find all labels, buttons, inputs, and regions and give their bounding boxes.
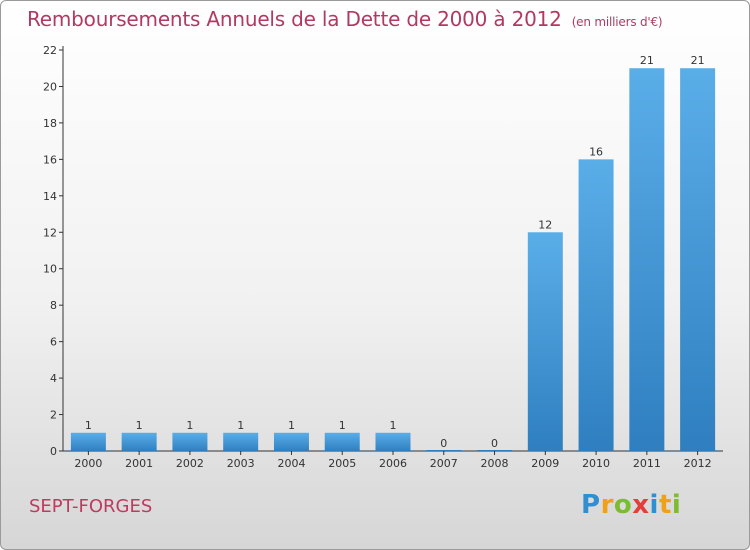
- bar-value-label: 1: [85, 419, 92, 432]
- x-tick-label: 2006: [379, 457, 407, 470]
- x-tick-label: 2004: [277, 457, 305, 470]
- y-tick-label: 0: [50, 445, 57, 458]
- x-tick-label: 2003: [227, 457, 255, 470]
- bar: [324, 432, 360, 451]
- x-tick-label: 2000: [74, 457, 102, 470]
- x-tick-label: 2007: [430, 457, 458, 470]
- bar: [273, 432, 309, 451]
- bar: [172, 432, 208, 451]
- bar: [578, 159, 614, 451]
- x-tick-label: 2002: [176, 457, 204, 470]
- bar-value-label: 1: [186, 419, 193, 432]
- y-tick-label: 10: [43, 263, 57, 276]
- y-tick-label: 16: [43, 153, 57, 166]
- logo-letter: P: [581, 490, 601, 520]
- chart-title: Remboursements Annuels de la Dette de 20…: [27, 7, 663, 31]
- y-tick-label: 12: [43, 226, 57, 239]
- bar: [527, 232, 563, 451]
- bar: [680, 68, 716, 452]
- bar-value-label: 1: [288, 419, 295, 432]
- bar: [375, 432, 411, 451]
- bar-value-label: 21: [640, 54, 654, 67]
- y-tick-label: 20: [43, 80, 57, 93]
- y-tick-label: 22: [43, 44, 57, 57]
- bar-value-label: 1: [136, 419, 143, 432]
- y-tick-label: 4: [50, 372, 57, 385]
- y-tick-label: 14: [43, 190, 57, 203]
- bar-value-label: 1: [237, 419, 244, 432]
- bar-value-label: 12: [538, 218, 552, 231]
- y-tick-label: 2: [50, 409, 57, 422]
- chart-unit-label: (en milliers d'€): [571, 15, 663, 29]
- x-tick-label: 2001: [125, 457, 153, 470]
- bar: [477, 450, 513, 451]
- logo-letter: i: [671, 490, 682, 520]
- chart-title-text: Remboursements Annuels de la Dette de 20…: [27, 7, 562, 31]
- bar-value-label: 21: [691, 54, 705, 67]
- x-tick-label: 2012: [684, 457, 712, 470]
- y-tick-label: 6: [50, 336, 57, 349]
- logo-letter: o: [613, 490, 633, 520]
- logo-letter: t: [658, 490, 672, 520]
- proxiti-logo[interactable]: Proxiti: [581, 490, 681, 520]
- bar-value-label: 1: [339, 419, 346, 432]
- bar: [426, 450, 462, 451]
- logo-letter: x: [632, 490, 650, 520]
- commune-name: SEPT-FORGES: [29, 496, 153, 517]
- bar-value-label: 0: [491, 437, 498, 450]
- bar-value-label: 16: [589, 145, 603, 158]
- bar: [223, 432, 259, 451]
- y-tick-label: 8: [50, 299, 57, 312]
- y-tick-label: 18: [43, 117, 57, 130]
- x-tick-label: 2008: [481, 457, 509, 470]
- x-tick-label: 2011: [633, 457, 661, 470]
- logo-letter: i: [649, 490, 659, 520]
- x-tick-label: 2010: [582, 457, 610, 470]
- bar-value-label: 1: [390, 419, 397, 432]
- logo-letter: r: [600, 490, 614, 520]
- bar-value-label: 0: [440, 437, 447, 450]
- x-tick-label: 2005: [328, 457, 356, 470]
- bar: [70, 432, 106, 451]
- bar: [121, 432, 157, 451]
- bar: [629, 68, 665, 452]
- x-tick-label: 2009: [531, 457, 559, 470]
